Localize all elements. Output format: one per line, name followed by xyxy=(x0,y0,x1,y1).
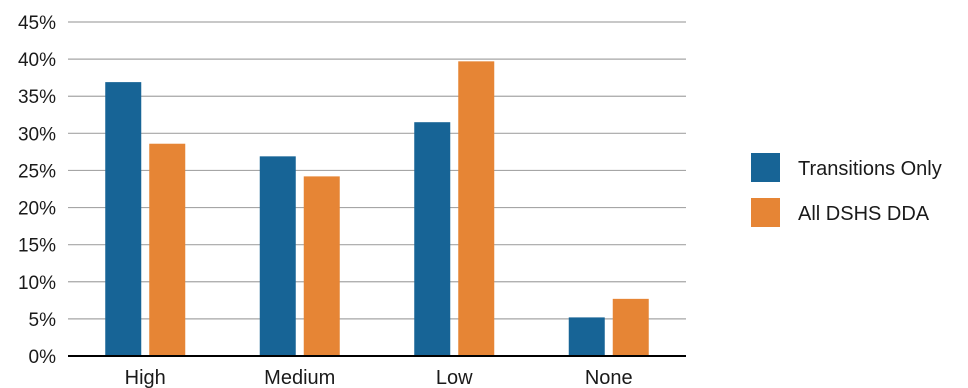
y-tick-label: 40% xyxy=(18,50,56,71)
bar-all-dshs-dda-low xyxy=(458,61,495,357)
x-axis-category-labels: High Medium Low None xyxy=(125,367,633,388)
y-axis-tick-labels: 0% 5% 10% 15% 20% 25% 30% 35% 40% 45% xyxy=(18,13,56,368)
x-category-label: High xyxy=(125,367,166,388)
legend-swatch xyxy=(751,198,780,227)
y-tick-label: 35% xyxy=(18,87,56,108)
y-tick-label: 5% xyxy=(29,310,57,331)
y-tick-label: 45% xyxy=(18,13,56,34)
bar-all-dshs-dda-high xyxy=(149,143,186,356)
y-tick-label: 15% xyxy=(18,236,56,257)
bar-transitions-only-none xyxy=(568,317,605,356)
y-tick-label: 30% xyxy=(18,124,56,145)
bars xyxy=(105,61,649,357)
y-tick-label: 20% xyxy=(18,199,56,220)
bar-all-dshs-dda-none xyxy=(612,298,649,356)
bar-all-dshs-dda-medium xyxy=(303,176,340,356)
legend: Transitions Only All DSHS DDA xyxy=(751,153,942,227)
y-tick-label: 25% xyxy=(18,161,56,182)
x-category-label: Low xyxy=(436,367,473,388)
x-category-label: None xyxy=(585,367,633,388)
y-tick-label: 0% xyxy=(29,347,57,368)
bar-transitions-only-medium xyxy=(259,156,296,356)
bar-transitions-only-high xyxy=(105,82,142,357)
x-category-label: Medium xyxy=(264,367,335,388)
bar-transitions-only-low xyxy=(414,122,451,356)
legend-swatch xyxy=(751,153,780,182)
legend-label: Transitions Only xyxy=(798,158,942,180)
y-tick-label: 10% xyxy=(18,273,56,294)
legend-label: All DSHS DDA xyxy=(798,203,930,225)
